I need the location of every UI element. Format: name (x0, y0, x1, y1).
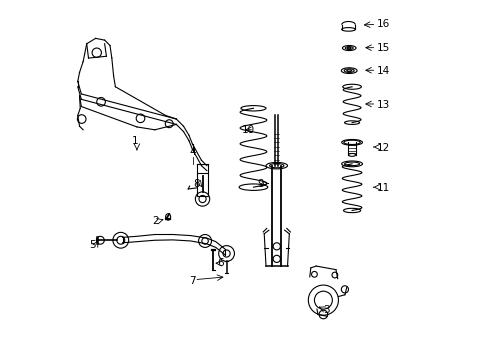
Text: 1: 1 (132, 136, 138, 146)
Text: 7: 7 (188, 276, 195, 286)
Text: 12: 12 (376, 143, 389, 153)
Bar (197, 173, 207, 196)
Text: 3: 3 (322, 305, 328, 315)
Ellipse shape (341, 161, 362, 167)
Text: 9: 9 (257, 179, 264, 189)
Text: 16: 16 (376, 19, 389, 29)
Ellipse shape (341, 139, 362, 145)
Text: 2: 2 (151, 216, 158, 226)
Text: 5: 5 (89, 240, 96, 250)
Text: 11: 11 (376, 183, 389, 193)
Text: 6: 6 (217, 258, 224, 268)
Text: 13: 13 (376, 100, 389, 110)
Text: 4: 4 (189, 147, 195, 157)
Ellipse shape (342, 84, 361, 89)
Text: 8: 8 (193, 179, 200, 189)
Text: 15: 15 (376, 43, 389, 53)
Text: 10: 10 (242, 125, 255, 135)
Text: 14: 14 (376, 66, 389, 76)
Ellipse shape (265, 162, 287, 169)
